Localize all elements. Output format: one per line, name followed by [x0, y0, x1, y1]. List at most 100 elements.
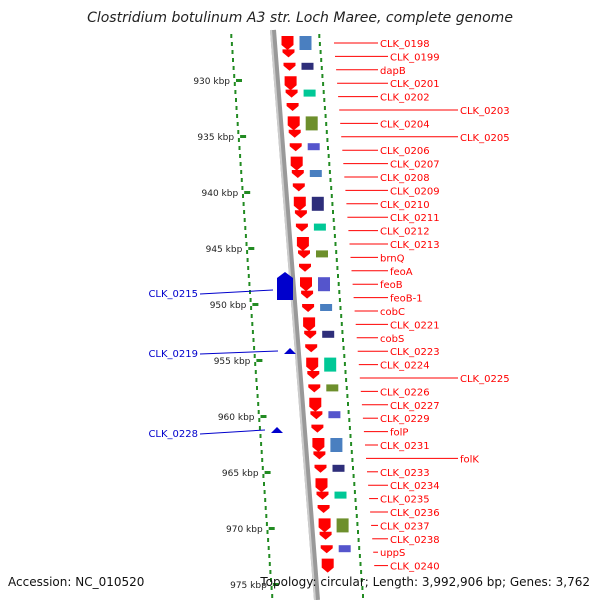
right-gene-label: CLK_0240: [390, 562, 440, 573]
right-gene-label: CLK_0210: [380, 200, 430, 211]
left-guide-dot: [242, 202, 245, 206]
kbp-tick: 955 kbp: [214, 357, 263, 367]
reverse-gene-box: [332, 464, 345, 472]
reverse-gene-box: [328, 411, 341, 419]
right-guide-dot: [328, 162, 331, 166]
right-gene-label: CLK_0235: [380, 495, 430, 506]
gene-name: CLK_0212: [380, 227, 430, 238]
kbp-tick-label: 960 kbp: [218, 413, 255, 423]
right-guide-dot: [320, 66, 323, 70]
left-guide-dot: [259, 434, 262, 438]
gene-feature: [291, 170, 322, 178]
left-guide-dot: [264, 506, 267, 510]
gene-feature: [287, 116, 318, 131]
right-guide-dot: [337, 274, 339, 278]
gene-name: CLK_0206: [380, 146, 430, 157]
right-guide-dot: [332, 218, 335, 222]
right-guide-dot: [336, 266, 339, 270]
gene-feature: [301, 290, 314, 299]
right-guide-dot: [318, 34, 321, 38]
kbp-tick-mark: [268, 527, 275, 530]
gene-feature: [295, 223, 326, 232]
forward-gene-arrow: [296, 237, 309, 251]
left-guide-dot: [233, 74, 236, 78]
forward-gene-arrow: [286, 103, 299, 111]
kbp-tick-label: 950 kbp: [210, 301, 247, 311]
reverse-gene-box: [334, 491, 347, 499]
right-gene-label: CLK_0201: [390, 79, 440, 90]
forward-gene-arrow: [289, 143, 302, 152]
reverse-gene-box: [303, 89, 316, 97]
right-gene-label: uppS: [380, 548, 405, 559]
reverse-gene-box: [313, 223, 326, 231]
right-guide-dot: [327, 146, 329, 150]
right-guide-dot: [318, 42, 321, 46]
accession-text: Accession: NC_010520: [8, 575, 145, 589]
gene-name: CLK_0199: [390, 52, 440, 63]
left-guide-dot: [253, 354, 256, 358]
right-gene-label: CLK_0209: [390, 186, 440, 197]
forward-gene-arrow: [301, 290, 314, 299]
right-gene-label: CLK_0233: [380, 468, 430, 479]
forward-gene-arrow: [307, 371, 320, 379]
right-gene-label: CLK_0203: [460, 106, 510, 117]
left-guide-dot: [267, 538, 270, 542]
label-leader-line: [199, 350, 279, 355]
left-guide-dot: [252, 338, 255, 342]
left-guide-dot: [268, 562, 271, 566]
right-guide-dot: [323, 106, 326, 110]
right-guide-dot: [352, 466, 354, 470]
genome-axis: [270, 29, 320, 600]
gene-name: CLK_0209: [390, 186, 440, 197]
right-guide-dot: [323, 98, 326, 102]
forward-gene-arrow: [287, 116, 300, 131]
right-guide-dot: [345, 386, 348, 390]
left-guide-dot: [238, 146, 241, 150]
right-guide-dot: [344, 370, 347, 374]
forward-gene-arrow: [290, 156, 303, 171]
label-leader-line: [199, 289, 274, 295]
gene-name: CLK_0227: [390, 401, 440, 412]
left-guide-dot: [263, 490, 266, 494]
reverse-gene-box: [316, 250, 328, 258]
left-guide-dot: [240, 170, 243, 174]
right-guide-dot: [354, 498, 357, 502]
right-guide-dot: [361, 586, 364, 590]
left-guide-dot: [265, 514, 268, 518]
forward-gene-arrow: [318, 518, 331, 533]
right-guide-dot: [351, 458, 354, 462]
right-guide-dot: [328, 170, 331, 174]
right-guide-dot: [362, 594, 364, 598]
right-gene-label: CLK_0205: [460, 133, 510, 144]
left-guide-dot: [247, 266, 250, 270]
left-guide-dot: [246, 250, 249, 254]
right-gene-label: CLK_0224: [380, 361, 430, 372]
kbp-tick: 940 kbp: [202, 189, 251, 199]
left-guide-dot: [268, 554, 271, 558]
forward-gene-arrow: [313, 451, 326, 460]
right-guide-dot: [338, 290, 341, 294]
gene-name: folP: [390, 428, 408, 439]
left-guide-dot: [232, 58, 234, 62]
right-guide-dot: [325, 130, 328, 134]
right-gene-label: brnQ: [380, 253, 405, 264]
gene-name: CLK_0205: [460, 133, 510, 144]
forward-gene-arrow: [282, 49, 295, 58]
left-guide-dot: [251, 322, 254, 326]
gene-feature: [288, 129, 301, 138]
right-guide-dot: [348, 426, 351, 430]
dotted-guides: [230, 34, 364, 598]
right-gene-label: cobS: [380, 334, 404, 345]
reverse-gene-box: [338, 545, 351, 553]
left-guide-dot: [250, 306, 253, 310]
gene-features: [281, 36, 351, 573]
gene-name: feoA: [390, 267, 413, 278]
left-guide-dot: [257, 410, 260, 414]
reverse-gene-box: [309, 170, 322, 177]
right-guide-dot: [327, 154, 330, 158]
right-guide-dot: [356, 522, 359, 526]
right-guide-dot: [322, 82, 325, 86]
forward-gene-arrow: [294, 210, 307, 219]
left-guide-dot: [244, 226, 247, 230]
